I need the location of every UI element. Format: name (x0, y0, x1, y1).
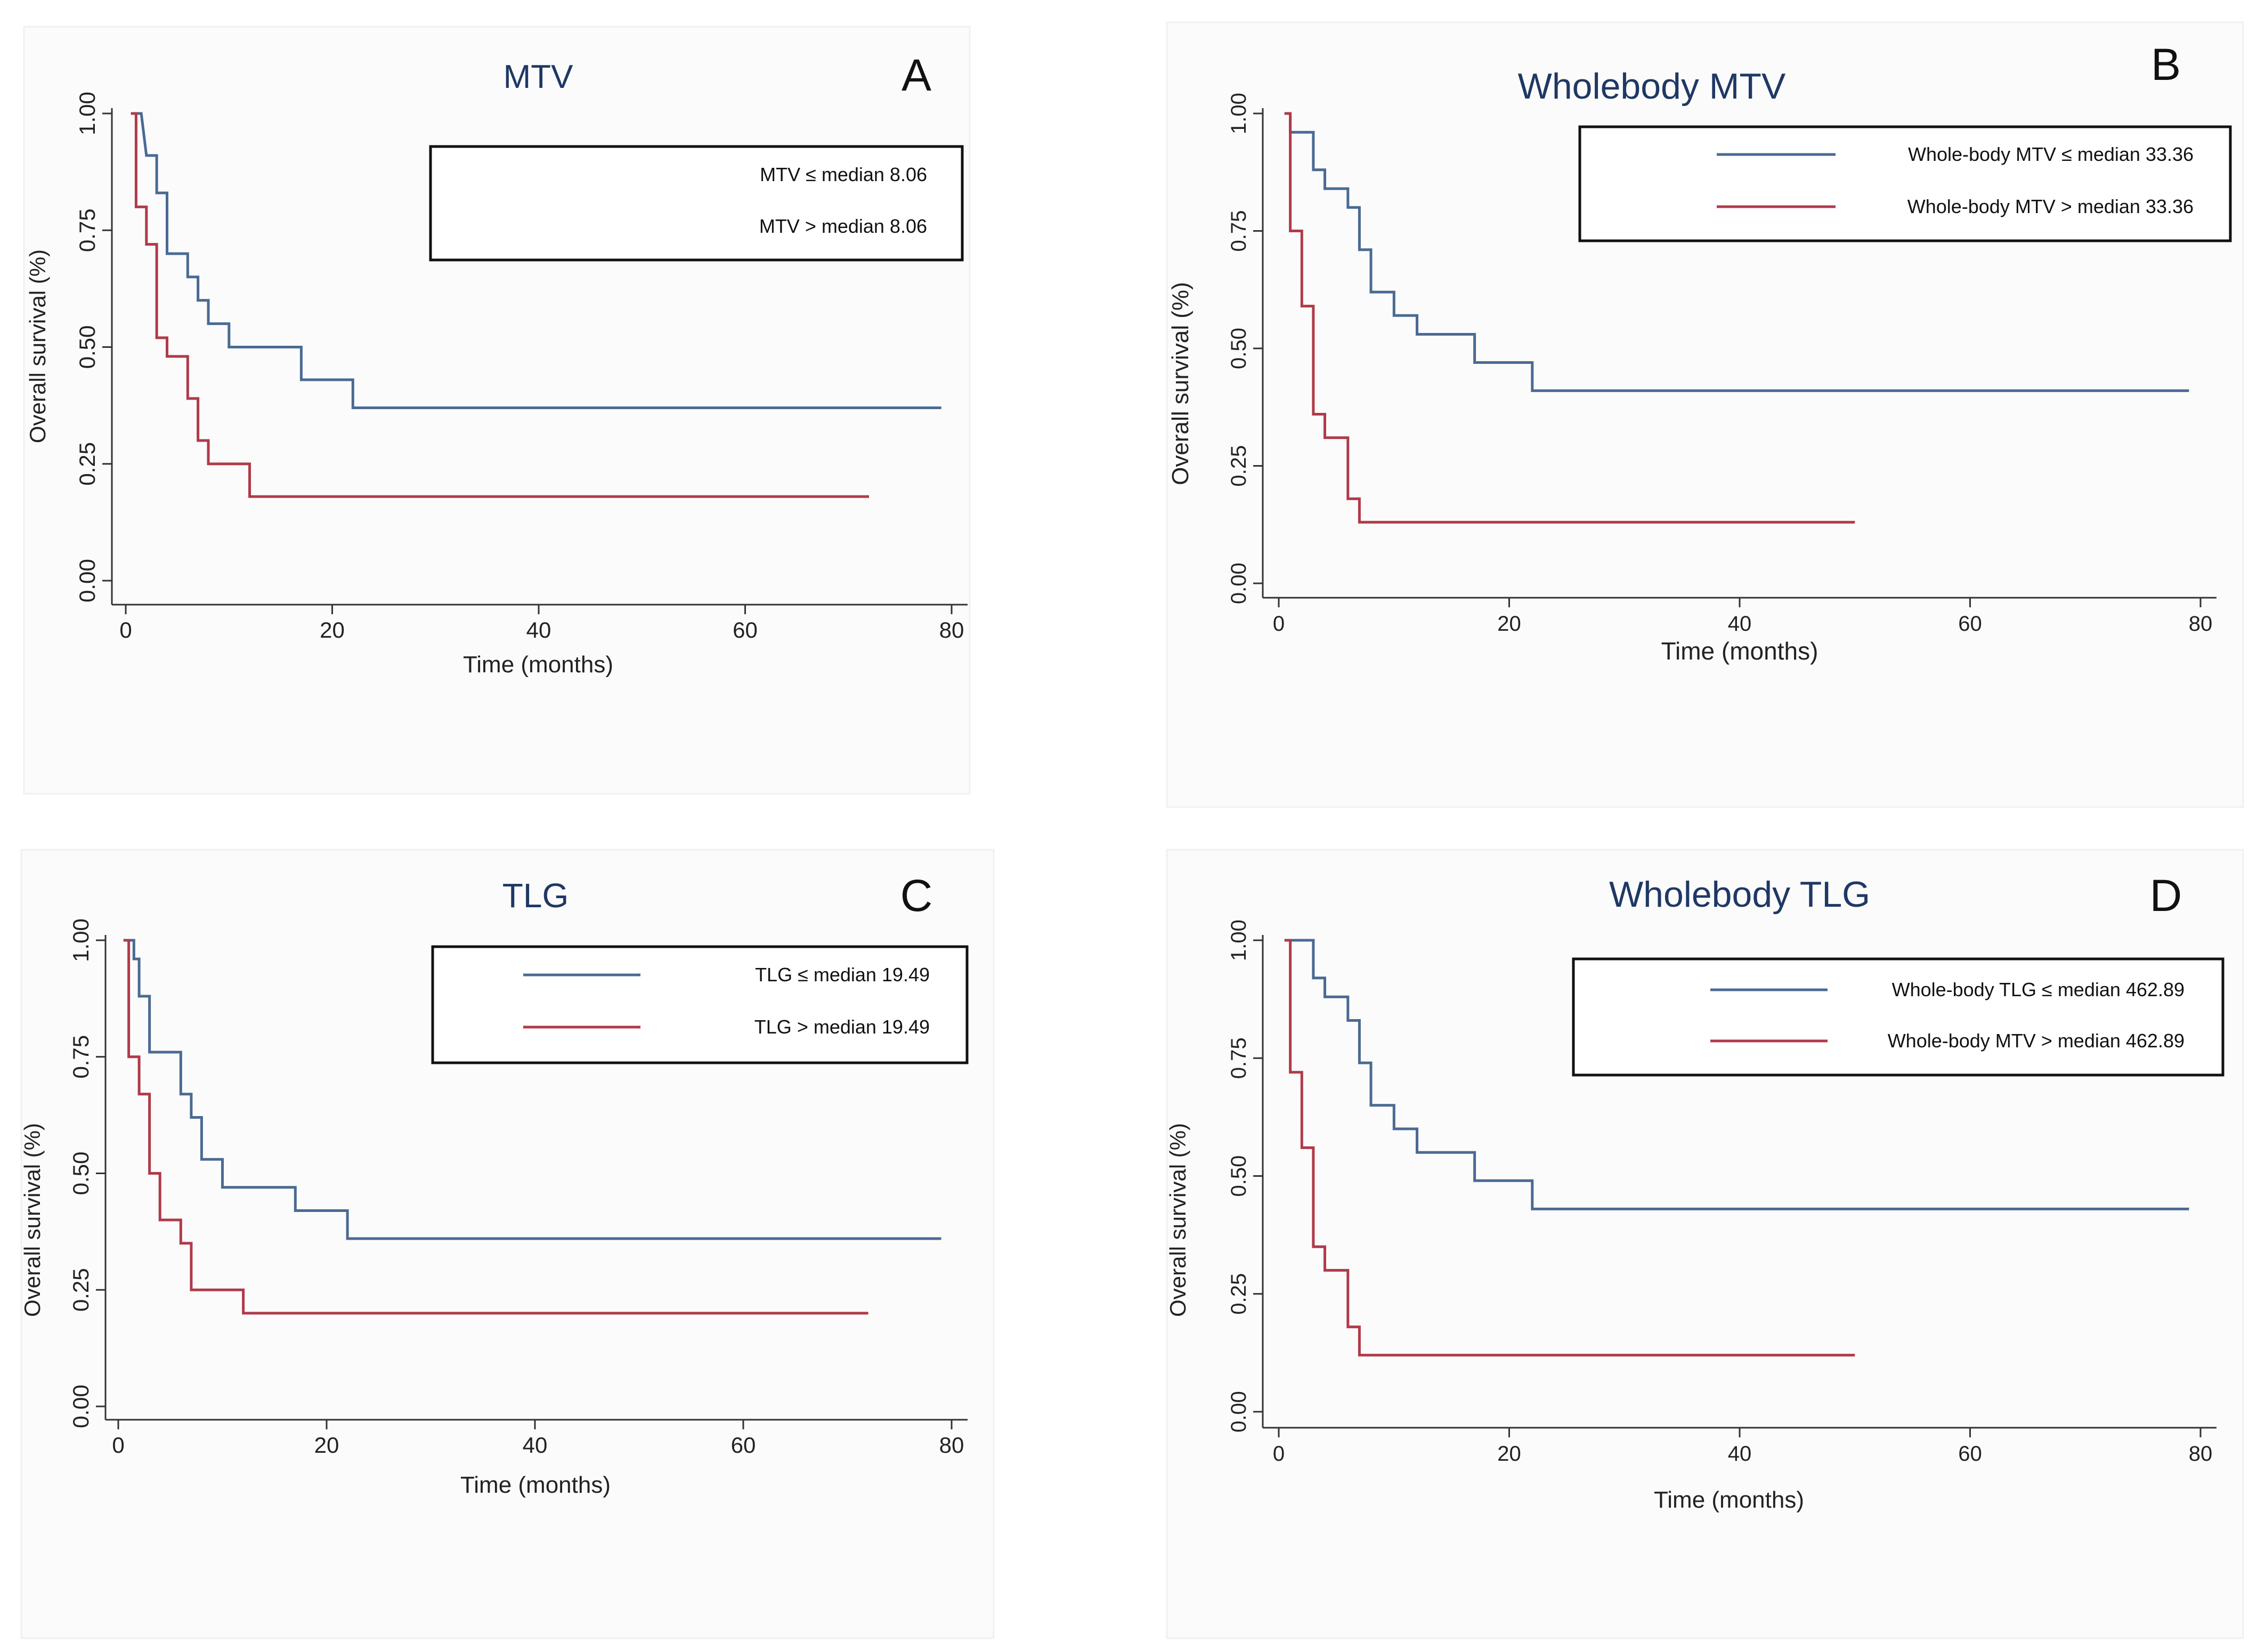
x-tick-label: 20 (314, 1433, 339, 1458)
legend-label: Whole-body TLG ≤ median 462.89 (1892, 979, 2185, 1000)
y-tick-label: 0.75 (1227, 210, 1251, 252)
legend-label: Whole-body MTV ≤ median 33.36 (1908, 143, 2194, 165)
y-tick-label: 0.25 (68, 1268, 93, 1312)
legend-label: MTV ≤ median 8.06 (760, 164, 927, 185)
y-tick-label: 0.00 (68, 1385, 93, 1428)
x-axis-label: Time (months) (460, 1472, 611, 1498)
x-tick-label: 40 (526, 617, 551, 642)
panel-letter: A (902, 50, 931, 100)
chart-title: Wholebody MTV (1518, 66, 1786, 107)
y-axis-label: Overall survival (%) (20, 1123, 45, 1317)
survival-curve-low (1284, 939, 2189, 1210)
legend-label: TLG ≤ median 19.49 (755, 964, 930, 986)
panel-a: MTV A 0.00 0.25 0.50 0.75 1.00 0 20 40 60 80 Time (m… (23, 26, 971, 795)
x-tick-label: 80 (2189, 612, 2213, 636)
x-tick-label: 0 (1273, 1442, 1285, 1466)
y-tick-label: 0.50 (1227, 1155, 1251, 1197)
y-tick-label: 0.50 (68, 1152, 93, 1195)
x-tick-label: 80 (939, 617, 964, 642)
chart-title: TLG (502, 876, 569, 915)
y-tick-label: 1.00 (1227, 919, 1251, 961)
x-tick-label: 40 (1728, 1442, 1752, 1466)
y-tick-label: 0.00 (1227, 1391, 1251, 1433)
y-axis-label: Overall survival (%) (1167, 282, 1194, 485)
x-axis-label: Time (months) (463, 652, 613, 678)
survival-curve-high (1284, 939, 1855, 1357)
survival-curve-high (131, 112, 869, 498)
y-tick-label: 1.00 (68, 918, 93, 962)
y-axis-label: Overall survival (%) (1165, 1123, 1190, 1317)
x-tick-label: 0 (1273, 612, 1285, 636)
panel-c: TLG C 0.00 0.25 0.50 0.75 1.00 0 20 40 60 80 Time (m… (20, 849, 995, 1639)
y-tick-label: 1.00 (1227, 93, 1251, 134)
panel-letter: C (900, 870, 933, 921)
panel-letter: B (2151, 39, 2181, 89)
survival-curve-high (123, 939, 868, 1315)
y-tick-label: 0.00 (75, 559, 100, 603)
x-tick-label: 60 (1958, 612, 1982, 636)
chart-title: Wholebody TLG (1609, 874, 1870, 915)
legend-label: TLG > median 19.49 (754, 1016, 930, 1038)
panel-d: Wholebody TLG D 0.00 0.25 0.50 0.75 1.00 0 20 40 6… (1165, 849, 2244, 1639)
survival-curve-high (1284, 112, 1855, 524)
x-tick-label: 0 (112, 1433, 124, 1458)
y-tick-label: 0.25 (1227, 1273, 1251, 1315)
x-tick-label: 80 (939, 1433, 964, 1458)
survival-curve-low (1284, 112, 2189, 392)
panel-letter: D (2150, 870, 2182, 921)
x-tick-label: 60 (1958, 1442, 1982, 1466)
legend-box (1572, 957, 2224, 1077)
x-tick-label: 60 (733, 617, 758, 642)
y-tick-label: 0.00 (1227, 563, 1251, 604)
x-tick-label: 20 (1497, 1442, 1521, 1466)
legend-box (431, 945, 969, 1064)
legend-label: Whole-body MTV > median 462.89 (1888, 1030, 2185, 1052)
panel-b: Wholebody MTV B 0.00 0.25 0.50 0.75 1.00 0 20 40 6… (1166, 21, 2244, 808)
y-tick-label: 0.25 (75, 442, 100, 486)
x-tick-label: 40 (1728, 612, 1752, 636)
legend-label: MTV > median 8.06 (759, 215, 927, 237)
x-tick-label: 40 (523, 1433, 548, 1458)
y-tick-label: 0.50 (1227, 328, 1251, 369)
legend-box (1578, 125, 2232, 242)
x-tick-label: 60 (731, 1433, 756, 1458)
x-tick-label: 20 (320, 617, 345, 642)
y-tick-label: 1.00 (75, 92, 100, 135)
chart-title: MTV (504, 59, 574, 95)
y-axis-label: Overall survival (%) (25, 249, 50, 443)
survival-curve-low (131, 112, 941, 409)
y-tick-label: 0.75 (68, 1035, 93, 1079)
y-tick-label: 0.25 (1227, 445, 1251, 487)
legend-label: Whole-body MTV > median 33.36 (1907, 196, 2194, 217)
panel-background (23, 26, 971, 795)
x-tick-label: 20 (1497, 612, 1521, 636)
y-tick-label: 0.50 (75, 325, 100, 369)
x-axis-label: Time (months) (1661, 637, 1818, 665)
x-tick-label: 0 (119, 617, 132, 642)
x-tick-label: 80 (2189, 1442, 2213, 1466)
legend-box (429, 145, 964, 262)
y-tick-label: 0.75 (1227, 1037, 1251, 1079)
survival-curve-low (123, 939, 941, 1240)
y-tick-label: 0.75 (75, 208, 100, 252)
x-axis-label: Time (months) (1654, 1487, 1804, 1513)
